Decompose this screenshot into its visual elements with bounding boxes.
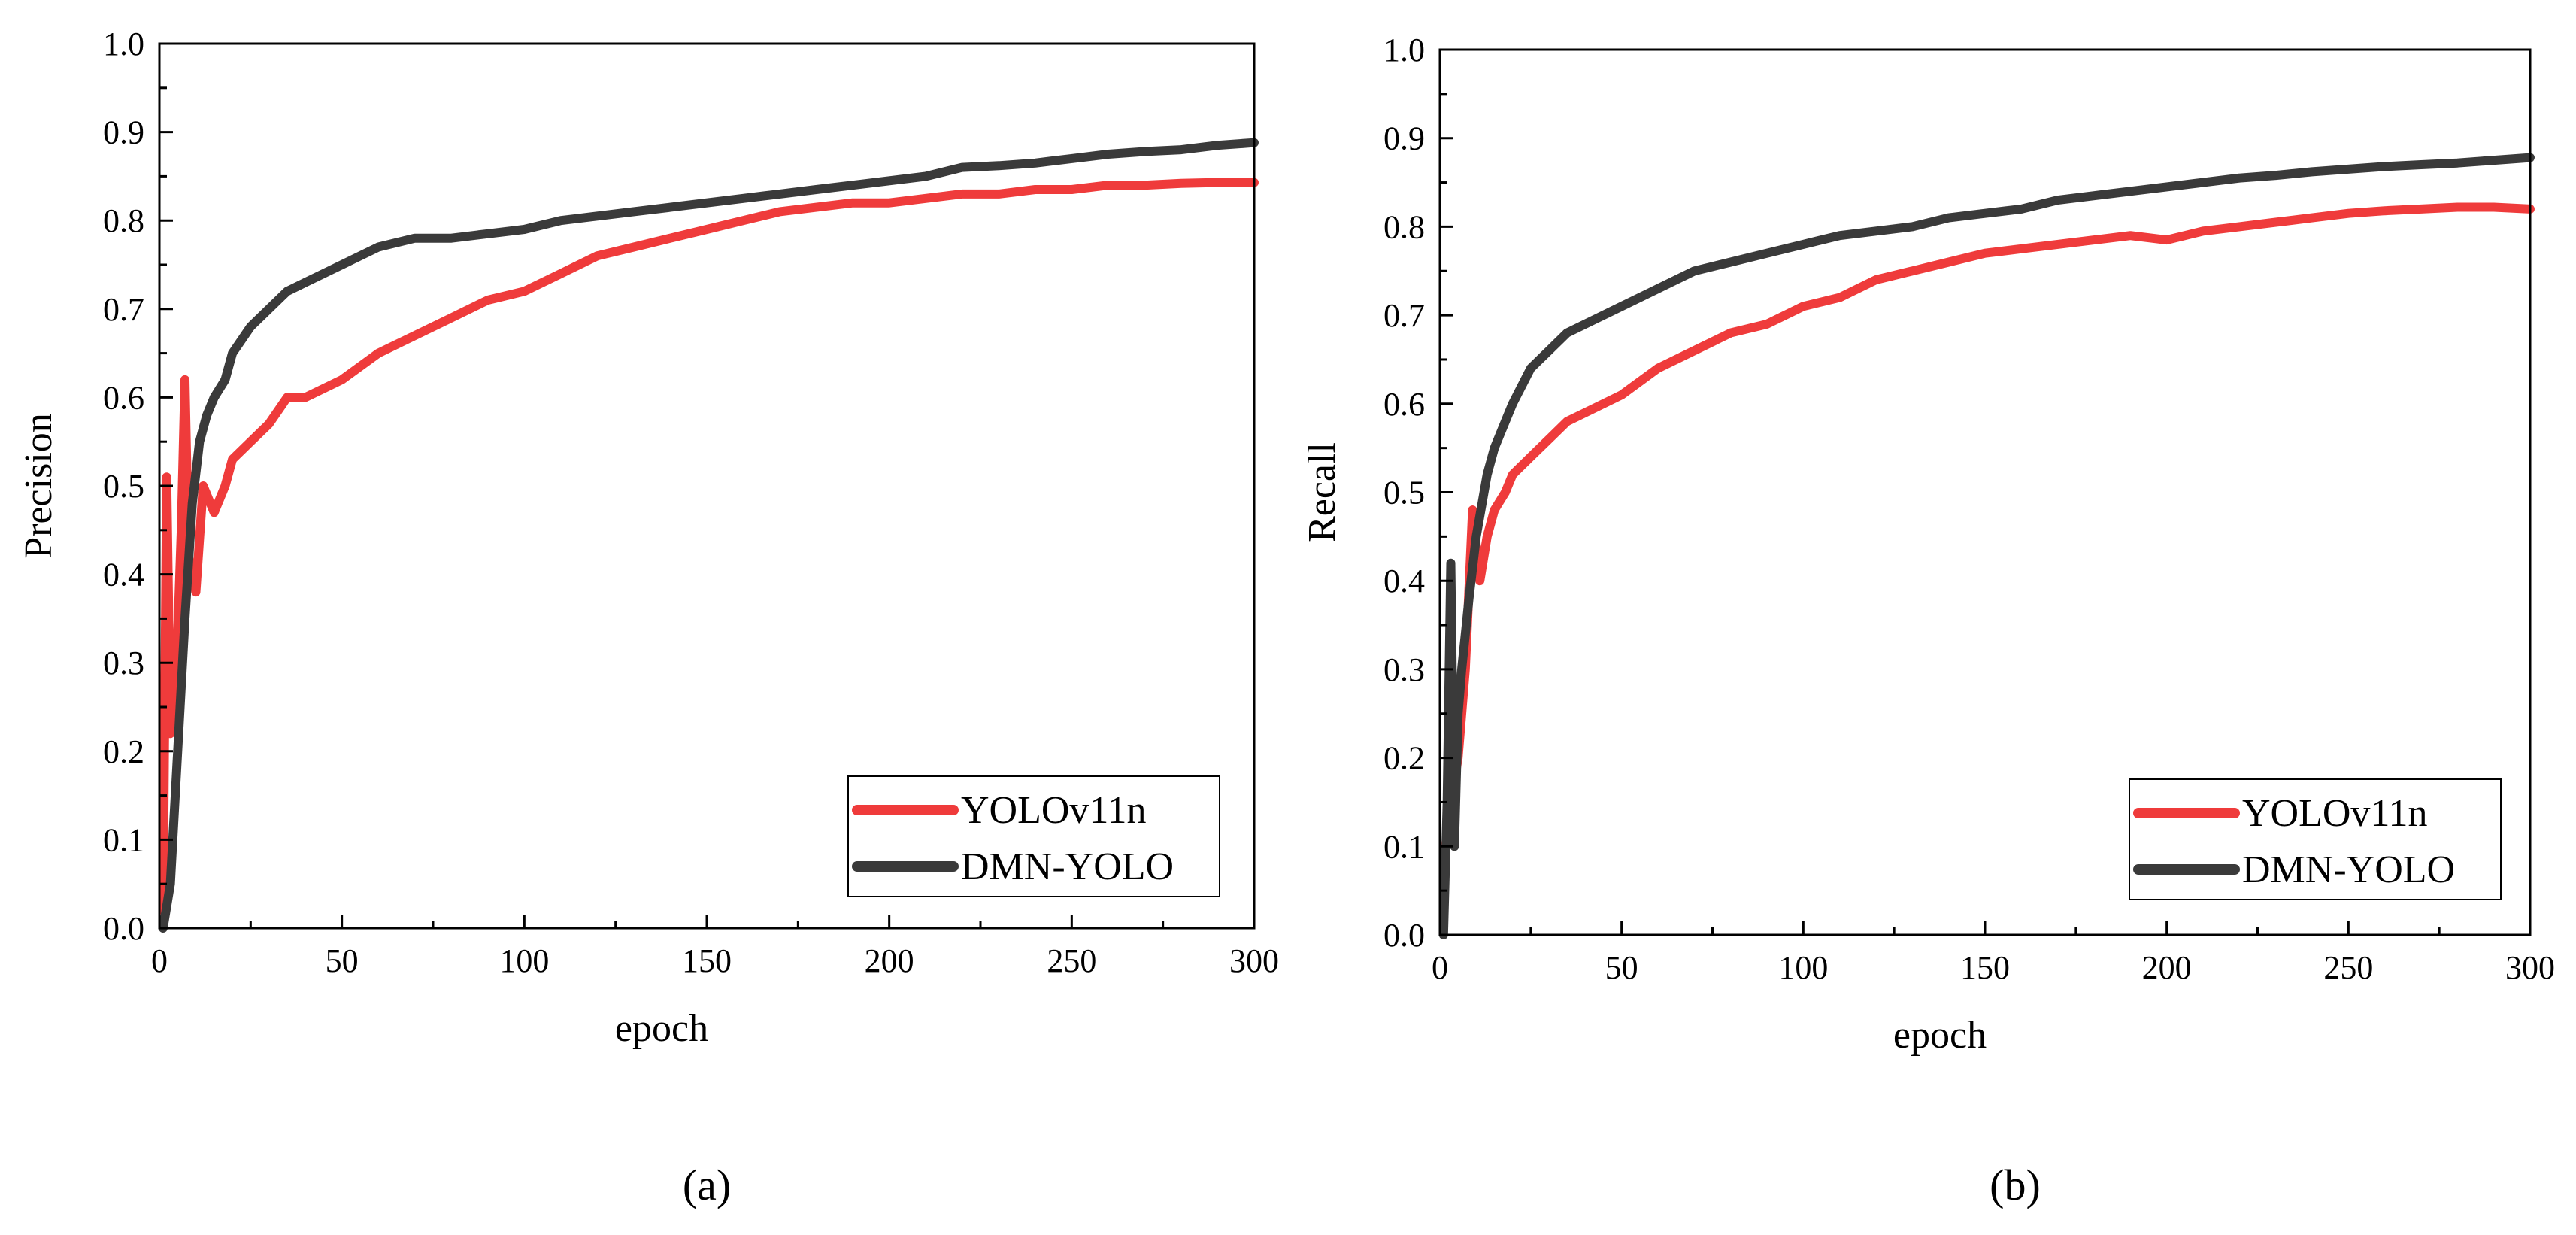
- panel-b-y-axis-title: Recall: [1301, 442, 1344, 542]
- panel-a-precision-chart: 0 50 100 150 200 250 300 0.0 0.1 0.2 0.3 0.4 0.5 0.6 0…: [17, 26, 1279, 1209]
- panel-a-y-tick-label: 0.4: [103, 557, 144, 593]
- panel-b-y-tick-label: 0.5: [1383, 475, 1425, 511]
- panel-b-legend-label-1: YOLOv11n: [2242, 792, 2428, 835]
- panel-a-y-tick-label: 0.3: [103, 645, 144, 681]
- panel-b-x-tick-label: 50: [1605, 949, 1638, 986]
- panel-b-x-axis-title: epoch: [1893, 1014, 1987, 1057]
- panel-a-x-tick-label: 50: [326, 942, 359, 979]
- panel-b-x-tick-label: 200: [2142, 949, 2192, 986]
- panel-a-legend: YOLOv11n DMN-YOLO: [847, 775, 1220, 897]
- panel-a-y-tick-label: 0.6: [103, 379, 144, 416]
- panel-a-x-tick-label: 200: [865, 942, 914, 979]
- panel-b-y-tick-label: 1.0: [1383, 32, 1425, 68]
- panel-a-y-tick-label: 0.8: [103, 202, 144, 239]
- panel-a-y-tick-label: 0.5: [103, 468, 144, 505]
- panel-b-legend-label-2: DMN-YOLO: [2242, 848, 2455, 891]
- panel-a-y-tick-label: 0.9: [103, 114, 144, 151]
- panel-b-y-tick-label: 0.0: [1383, 917, 1425, 954]
- panel-a-caption: (a): [683, 1161, 731, 1209]
- panel-a-x-axis-title: epoch: [615, 1007, 708, 1050]
- panel-b-caption: (b): [1990, 1161, 2041, 1209]
- panel-b-x-tick-label: 0: [1432, 949, 1448, 986]
- panel-b-series-yolov11n-line: [1438, 202, 2535, 869]
- panel-a-y-axis-title: Precision: [17, 413, 60, 559]
- panel-b-x-tick-label: 100: [1778, 949, 1828, 986]
- panel-a-x-tick-label: 300: [1229, 942, 1279, 979]
- panel-b-y-tick-label: 0.1: [1383, 828, 1425, 865]
- panel-a-legend-box: [847, 775, 1220, 897]
- panel-b-x-tick-label: 250: [2323, 949, 2373, 986]
- panel-b-recall-chart: 0 50 100 150 200 250 300 0.0 0.1 0.2 0.3 0.4 0.5 0.6 0…: [1301, 32, 2555, 1209]
- panel-b-y-tick-label: 0.3: [1383, 651, 1425, 688]
- panel-a-x-tick-label: 250: [1047, 942, 1096, 979]
- panel-a-legend-label-1: YOLOv11n: [961, 789, 1147, 832]
- panel-a-y-tick-label: 0.0: [103, 910, 144, 947]
- panel-b-y-tick-label: 0.9: [1383, 120, 1425, 157]
- panel-a-y-tick-label: 0.7: [103, 291, 144, 328]
- panel-a-series-dmn-yolo-line: [158, 138, 1259, 933]
- panel-b-y-tick-label: 0.6: [1383, 386, 1425, 423]
- panel-a-x-tick-label: 0: [151, 942, 168, 979]
- panel-b-y-tick-label: 0.4: [1383, 563, 1425, 599]
- panel-b-y-tick-label: 0.7: [1383, 297, 1425, 334]
- panel-a-y-tick-label: 1.0: [103, 26, 144, 62]
- panel-b-y-tick-label: 0.2: [1383, 740, 1425, 777]
- panel-b-x-tick-label: 150: [1960, 949, 2010, 986]
- panel-a-legend-label-2: DMN-YOLO: [961, 845, 1174, 888]
- panel-b-legend: YOLOv11n DMN-YOLO: [2129, 778, 2502, 900]
- panel-b-x-tick-label: 300: [2505, 949, 2555, 986]
- panel-a-x-tick-label: 100: [499, 942, 549, 979]
- panel-a-y-tick-label: 0.1: [103, 821, 144, 858]
- panel-b-legend-box: [2129, 778, 2502, 900]
- panel-a-x-tick-label: 150: [682, 942, 732, 979]
- panel-b-y-tick-label: 0.8: [1383, 208, 1425, 245]
- panel-b-series-dmn-yolo-line: [1438, 153, 2535, 939]
- panel-a-y-tick-label: 0.2: [103, 733, 144, 770]
